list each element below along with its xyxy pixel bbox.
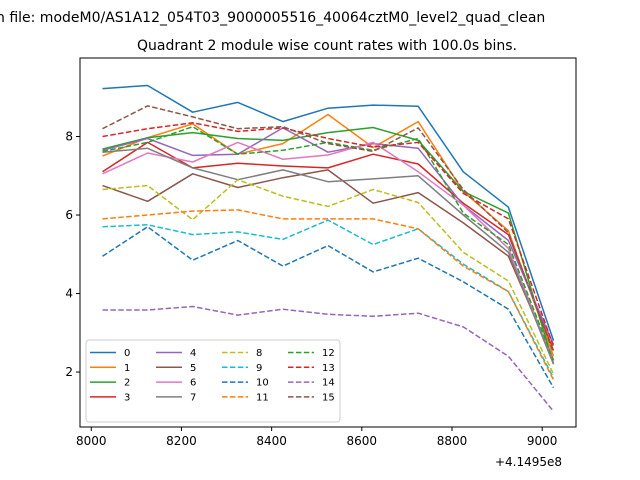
- legend-label: 11: [256, 392, 269, 403]
- y-tick-label: 4: [65, 287, 73, 301]
- series-line-15: [102, 105, 555, 353]
- x-tick-label: 8800: [437, 434, 468, 448]
- series-line-9: [102, 219, 555, 379]
- legend-label: 5: [190, 363, 196, 374]
- legend-label: 14: [322, 378, 335, 389]
- x-tick-label: 9000: [527, 434, 558, 448]
- series-line-7: [102, 147, 555, 365]
- legend-label: 13: [322, 363, 335, 374]
- legend-label: 9: [256, 363, 262, 374]
- series-line-11: [102, 209, 555, 381]
- series-line-8: [102, 178, 555, 375]
- plot-area: 8000 8200 8400 8600 8800 9000 2 4 6 8: [65, 57, 577, 448]
- legend-label: 7: [190, 392, 196, 403]
- legend-label: 1: [124, 363, 130, 374]
- y-tick-label: 2: [65, 365, 73, 379]
- y-tick-label: 6: [65, 208, 73, 222]
- legend-label: 2: [124, 378, 130, 389]
- chart-title: Quadrant 2 module wise count rates with …: [137, 38, 517, 54]
- legend-label: 4: [190, 348, 196, 359]
- legend-box: [85, 339, 341, 423]
- series-line-0: [102, 84, 555, 341]
- series-line-4: [102, 127, 555, 345]
- legend-label: 15: [322, 392, 335, 403]
- legend-label: 6: [190, 378, 196, 389]
- series-line-5: [102, 169, 555, 361]
- figure-suptitle: n file: modeM0/AS1A12_054T03_9000005516_…: [0, 10, 545, 26]
- series-line-10: [102, 226, 555, 389]
- legend-label: 3: [124, 392, 130, 403]
- series-line-14: [102, 305, 555, 412]
- x-tick-label: 8400: [256, 434, 287, 448]
- x-tick-label: 8600: [347, 434, 378, 448]
- series-line-13: [102, 122, 555, 347]
- legend-label: 8: [256, 348, 262, 359]
- legend-label: 10: [256, 378, 269, 389]
- y-tick-label: 8: [65, 130, 73, 144]
- axes-frame: [79, 57, 577, 428]
- x-offset-label: +4.1495e8: [495, 455, 562, 469]
- legend-label: 12: [322, 348, 335, 359]
- x-tick-label: 8000: [76, 434, 107, 448]
- series-line-6: [102, 141, 555, 363]
- series-line-12: [102, 125, 555, 361]
- series-line-2: [102, 126, 555, 365]
- x-tick-label: 8200: [166, 434, 197, 448]
- legend-label: 0: [124, 348, 130, 359]
